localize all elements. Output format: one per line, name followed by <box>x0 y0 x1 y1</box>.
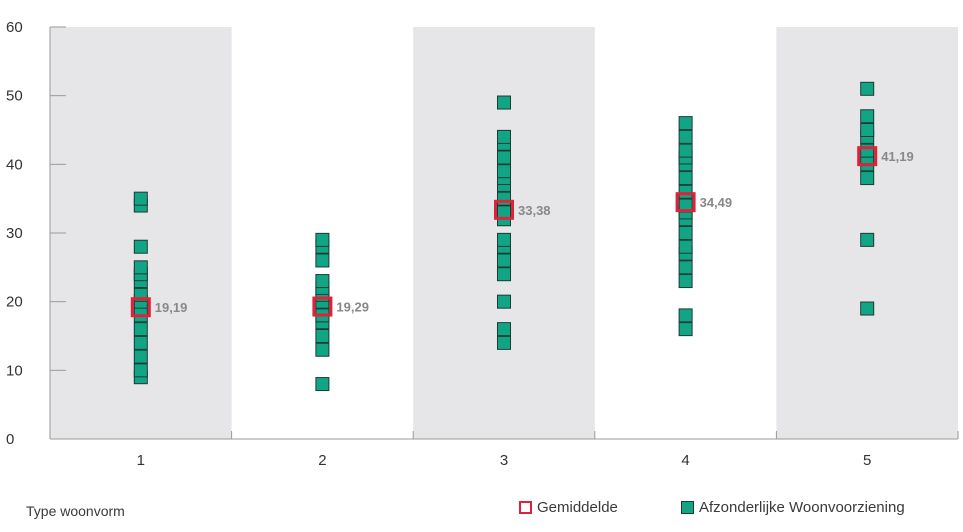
data-point-5-2 <box>860 171 875 186</box>
data-point-3-15 <box>497 129 511 144</box>
data-point-5-0 <box>860 301 875 316</box>
data-point-2-0 <box>315 377 330 392</box>
data-point-2-8 <box>315 274 330 289</box>
legend-label-mean: Gemiddelde <box>537 499 618 516</box>
data-point-1-12 <box>133 239 148 254</box>
x-tick-label-5: 5 <box>863 452 871 469</box>
data-point-1-4 <box>133 322 148 337</box>
x-tick-label-1: 1 <box>137 452 145 469</box>
data-point-4-10 <box>678 184 693 199</box>
data-point-5-5 <box>860 143 875 158</box>
y-tick-label-30: 30 <box>6 225 23 242</box>
data-point-5-8 <box>860 109 875 124</box>
data-point-3-1 <box>497 322 511 337</box>
y-tick-label-40: 40 <box>6 156 23 173</box>
data-point-2-1 <box>315 342 330 357</box>
data-point-4-16 <box>678 116 693 131</box>
data-point-3-0 <box>497 335 511 350</box>
data-point-4-5 <box>678 239 693 254</box>
data-point-1-11 <box>133 260 148 275</box>
data-point-3-16 <box>497 95 511 110</box>
data-point-2-11 <box>315 232 330 247</box>
mean-marker-3 <box>494 199 514 220</box>
y-tick-label-60: 60 <box>6 19 23 36</box>
x-tick-label-2: 2 <box>318 452 326 469</box>
data-point-3-6 <box>497 232 511 247</box>
data-point-2-9 <box>315 253 330 268</box>
data-point-3-2 <box>497 294 511 309</box>
data-point-4-14 <box>678 143 693 158</box>
mean-label-2: 19,29 <box>336 300 369 315</box>
mean-marker-1 <box>130 297 151 318</box>
data-point-5-7 <box>860 123 875 137</box>
legend-swatch-points <box>681 501 694 514</box>
y-tick-label-50: 50 <box>6 88 23 105</box>
legend-swatch-mean <box>519 501 532 514</box>
legend-item-woonvoorziening: Afzonderlijke Woonvoorziening <box>681 499 905 516</box>
data-point-3-9 <box>497 191 511 206</box>
x-tick-label-3: 3 <box>500 452 508 469</box>
mean-marker-4 <box>675 192 696 213</box>
x-tick-label-4: 4 <box>681 452 689 469</box>
mean-label-3: 33,38 <box>518 203 551 218</box>
data-point-3-13 <box>497 150 511 165</box>
mean-marker-2 <box>312 296 333 317</box>
data-point-4-15 <box>678 129 693 144</box>
data-point-2-2 <box>315 329 330 343</box>
y-tick-label-20: 20 <box>6 294 23 311</box>
data-point-3-12 <box>497 164 511 179</box>
data-point-5-1 <box>860 232 875 247</box>
legend-item-gemiddelde: Gemiddelde <box>519 499 618 516</box>
data-point-4-1 <box>678 308 693 323</box>
data-point-1-3 <box>133 335 148 350</box>
data-point-1-14 <box>133 191 148 206</box>
data-point-4-0 <box>678 322 693 337</box>
mean-label-4: 34,49 <box>700 195 733 210</box>
data-point-3-3 <box>497 267 511 282</box>
data-point-1-2 <box>133 349 148 364</box>
x-axis-title: Type woonvorm <box>26 503 125 519</box>
data-point-3-4 <box>497 253 511 268</box>
data-point-1-1 <box>133 363 148 378</box>
data-point-4-11 <box>678 171 693 186</box>
mean-marker-5 <box>857 146 878 167</box>
data-point-4-3 <box>678 260 693 275</box>
y-tick-label-10: 10 <box>6 362 23 379</box>
mean-label-1: 19,19 <box>155 300 188 315</box>
legend-label-points: Afzonderlijke Woonvoorziening <box>699 499 905 516</box>
mean-label-5: 41,19 <box>881 149 914 164</box>
data-point-4-6 <box>678 226 693 240</box>
data-point-4-2 <box>678 274 693 289</box>
y-tick-label-0: 0 <box>6 431 14 448</box>
data-point-5-9 <box>860 81 875 96</box>
